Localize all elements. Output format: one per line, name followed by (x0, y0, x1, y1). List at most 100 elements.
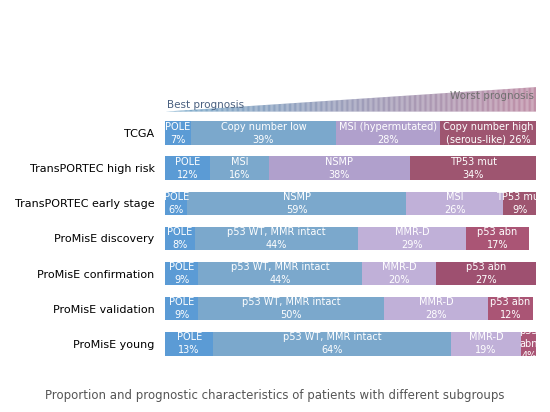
Polygon shape (462, 92, 463, 112)
Polygon shape (187, 110, 189, 112)
Polygon shape (431, 94, 432, 112)
Polygon shape (398, 96, 399, 112)
Polygon shape (496, 90, 497, 112)
Polygon shape (204, 109, 205, 112)
Polygon shape (295, 103, 296, 112)
Polygon shape (174, 111, 175, 112)
Polygon shape (400, 96, 402, 112)
Polygon shape (532, 87, 534, 112)
Polygon shape (389, 97, 390, 112)
Polygon shape (268, 105, 269, 112)
Bar (199, 297, 384, 321)
Bar (451, 332, 521, 356)
Polygon shape (416, 95, 417, 112)
Bar (440, 122, 536, 145)
Text: MSI (hypermutated)
28%: MSI (hypermutated) 28% (339, 122, 437, 145)
Bar (195, 227, 358, 250)
Polygon shape (194, 110, 195, 112)
Polygon shape (180, 110, 181, 112)
Polygon shape (242, 106, 243, 112)
Polygon shape (402, 96, 403, 112)
Bar (165, 157, 210, 180)
Polygon shape (279, 104, 280, 112)
Text: p53 WT, MMR intact
64%: p53 WT, MMR intact 64% (283, 332, 381, 355)
Polygon shape (498, 89, 499, 112)
Bar (191, 122, 336, 145)
Text: POLE
12%: POLE 12% (175, 157, 200, 180)
Polygon shape (479, 91, 481, 112)
Polygon shape (524, 88, 525, 112)
Bar (336, 122, 440, 145)
Polygon shape (530, 87, 531, 112)
Polygon shape (210, 109, 211, 112)
Text: TP53 mut
9%: TP53 mut 9% (496, 192, 543, 215)
Bar (165, 227, 195, 250)
Text: Copy number high
(serous-like) 26%: Copy number high (serous-like) 26% (443, 122, 534, 145)
Polygon shape (230, 107, 232, 112)
Polygon shape (234, 107, 235, 112)
Polygon shape (411, 95, 412, 112)
Polygon shape (464, 92, 466, 112)
Polygon shape (192, 110, 194, 112)
Polygon shape (337, 100, 338, 112)
Polygon shape (214, 108, 216, 112)
Polygon shape (468, 91, 470, 112)
Polygon shape (229, 107, 230, 112)
Text: p53 abn
12%: p53 abn 12% (490, 297, 530, 320)
Polygon shape (504, 89, 505, 112)
Text: TP53 mut
34%: TP53 mut 34% (450, 157, 497, 180)
Polygon shape (240, 107, 242, 112)
Polygon shape (311, 102, 312, 112)
Polygon shape (499, 89, 501, 112)
Polygon shape (260, 105, 262, 112)
Text: NSMP
38%: NSMP 38% (326, 157, 354, 180)
Polygon shape (380, 97, 382, 112)
Polygon shape (199, 109, 200, 112)
Bar (165, 297, 199, 321)
Polygon shape (520, 88, 521, 112)
Polygon shape (332, 101, 333, 112)
Polygon shape (403, 96, 404, 112)
Polygon shape (286, 103, 288, 112)
Polygon shape (283, 104, 284, 112)
Bar (269, 157, 410, 180)
Polygon shape (425, 94, 426, 112)
Polygon shape (363, 98, 364, 112)
Polygon shape (296, 103, 298, 112)
Polygon shape (216, 108, 217, 112)
Polygon shape (378, 98, 379, 112)
Polygon shape (406, 96, 408, 112)
Polygon shape (270, 105, 272, 112)
Polygon shape (299, 103, 300, 112)
Polygon shape (369, 98, 371, 112)
Polygon shape (275, 104, 276, 112)
Polygon shape (444, 93, 446, 112)
Polygon shape (531, 87, 532, 112)
Polygon shape (200, 109, 201, 112)
Polygon shape (352, 99, 353, 112)
Bar (358, 227, 466, 250)
Polygon shape (274, 104, 275, 112)
Polygon shape (507, 89, 508, 112)
Polygon shape (333, 101, 334, 112)
Polygon shape (362, 98, 363, 112)
Polygon shape (273, 104, 274, 112)
Polygon shape (177, 111, 179, 112)
Polygon shape (281, 104, 283, 112)
Polygon shape (256, 105, 258, 112)
Polygon shape (228, 108, 229, 112)
Text: MSI
26%: MSI 26% (444, 192, 465, 215)
Bar (436, 262, 536, 286)
Polygon shape (336, 100, 337, 112)
Polygon shape (427, 94, 428, 112)
Polygon shape (355, 99, 357, 112)
Polygon shape (509, 89, 510, 112)
Polygon shape (221, 108, 222, 112)
Polygon shape (490, 90, 491, 112)
Polygon shape (327, 101, 328, 112)
Polygon shape (259, 105, 260, 112)
Polygon shape (358, 99, 359, 112)
Polygon shape (443, 93, 444, 112)
Polygon shape (280, 104, 281, 112)
Polygon shape (512, 89, 513, 112)
